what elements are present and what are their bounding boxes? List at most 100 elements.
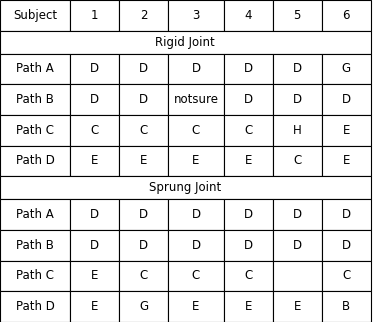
Bar xyxy=(70,84,119,115)
Bar xyxy=(70,146,119,176)
Text: 5: 5 xyxy=(294,9,301,22)
Text: G: G xyxy=(341,62,351,75)
Text: C: C xyxy=(244,270,252,282)
Bar xyxy=(224,230,273,261)
Bar xyxy=(119,115,168,146)
Bar xyxy=(0,54,70,84)
Bar xyxy=(273,261,322,291)
Bar xyxy=(224,115,273,146)
Bar xyxy=(119,230,168,261)
Text: 4: 4 xyxy=(244,9,252,22)
Text: notsure: notsure xyxy=(174,93,218,106)
Bar xyxy=(224,261,273,291)
Text: E: E xyxy=(140,155,147,167)
Bar xyxy=(273,84,322,115)
Bar xyxy=(0,115,70,146)
Bar xyxy=(70,115,119,146)
Bar xyxy=(0,0,70,31)
Text: Path C: Path C xyxy=(16,124,54,137)
Text: C: C xyxy=(140,124,148,137)
Bar xyxy=(70,54,119,84)
Text: C: C xyxy=(192,270,200,282)
Bar xyxy=(0,291,70,322)
Text: E: E xyxy=(91,270,98,282)
Bar xyxy=(224,199,273,230)
Bar xyxy=(70,230,119,261)
Bar xyxy=(322,291,371,322)
Bar xyxy=(119,146,168,176)
Bar xyxy=(322,0,371,31)
Bar xyxy=(168,291,224,322)
Bar xyxy=(224,54,273,84)
Text: D: D xyxy=(292,239,302,252)
Bar xyxy=(322,199,371,230)
Text: B: B xyxy=(342,300,350,313)
Text: D: D xyxy=(139,62,148,75)
Text: E: E xyxy=(343,124,350,137)
Text: D: D xyxy=(292,208,302,221)
Bar xyxy=(322,84,371,115)
Text: D: D xyxy=(292,93,302,106)
Bar xyxy=(119,54,168,84)
Bar xyxy=(0,230,70,261)
Bar xyxy=(119,0,168,31)
Text: Path A: Path A xyxy=(16,62,54,75)
Bar xyxy=(273,291,322,322)
Text: Path C: Path C xyxy=(16,270,54,282)
Text: C: C xyxy=(342,270,350,282)
Text: C: C xyxy=(91,124,99,137)
Bar xyxy=(168,199,224,230)
Bar xyxy=(0,84,70,115)
Text: D: D xyxy=(341,208,351,221)
Bar xyxy=(168,54,224,84)
Text: Path D: Path D xyxy=(16,155,55,167)
Bar xyxy=(70,291,119,322)
Bar xyxy=(70,199,119,230)
Text: C: C xyxy=(244,124,252,137)
Text: Sprung Joint: Sprung Joint xyxy=(149,181,221,194)
Bar xyxy=(0,146,70,176)
Text: E: E xyxy=(91,300,98,313)
Text: E: E xyxy=(245,155,252,167)
Text: D: D xyxy=(243,93,253,106)
Text: D: D xyxy=(243,208,253,221)
Text: Path B: Path B xyxy=(16,239,54,252)
Bar xyxy=(273,0,322,31)
Text: D: D xyxy=(90,208,99,221)
Text: C: C xyxy=(140,270,148,282)
Text: D: D xyxy=(243,239,253,252)
Text: 1: 1 xyxy=(91,9,99,22)
Bar xyxy=(70,0,119,31)
Text: D: D xyxy=(139,93,148,106)
Bar xyxy=(322,54,371,84)
Text: D: D xyxy=(191,239,200,252)
Bar xyxy=(273,230,322,261)
Text: 3: 3 xyxy=(192,9,200,22)
Text: D: D xyxy=(243,62,253,75)
Text: C: C xyxy=(293,155,301,167)
Bar xyxy=(322,261,371,291)
Text: E: E xyxy=(245,300,252,313)
Text: D: D xyxy=(191,62,200,75)
Bar xyxy=(224,84,273,115)
Bar xyxy=(224,0,273,31)
Text: D: D xyxy=(90,239,99,252)
Text: 6: 6 xyxy=(342,9,350,22)
Bar xyxy=(224,291,273,322)
Bar xyxy=(322,146,371,176)
Bar xyxy=(70,261,119,291)
Text: D: D xyxy=(139,208,148,221)
Text: Path B: Path B xyxy=(16,93,54,106)
Text: D: D xyxy=(292,62,302,75)
Bar xyxy=(0,261,70,291)
Bar xyxy=(168,84,224,115)
Text: Rigid Joint: Rigid Joint xyxy=(156,36,215,49)
Text: D: D xyxy=(341,239,351,252)
Text: Subject: Subject xyxy=(13,9,57,22)
Text: E: E xyxy=(343,155,350,167)
Bar xyxy=(168,230,224,261)
Bar xyxy=(273,199,322,230)
Text: E: E xyxy=(294,300,301,313)
Bar xyxy=(168,146,224,176)
Bar xyxy=(168,115,224,146)
